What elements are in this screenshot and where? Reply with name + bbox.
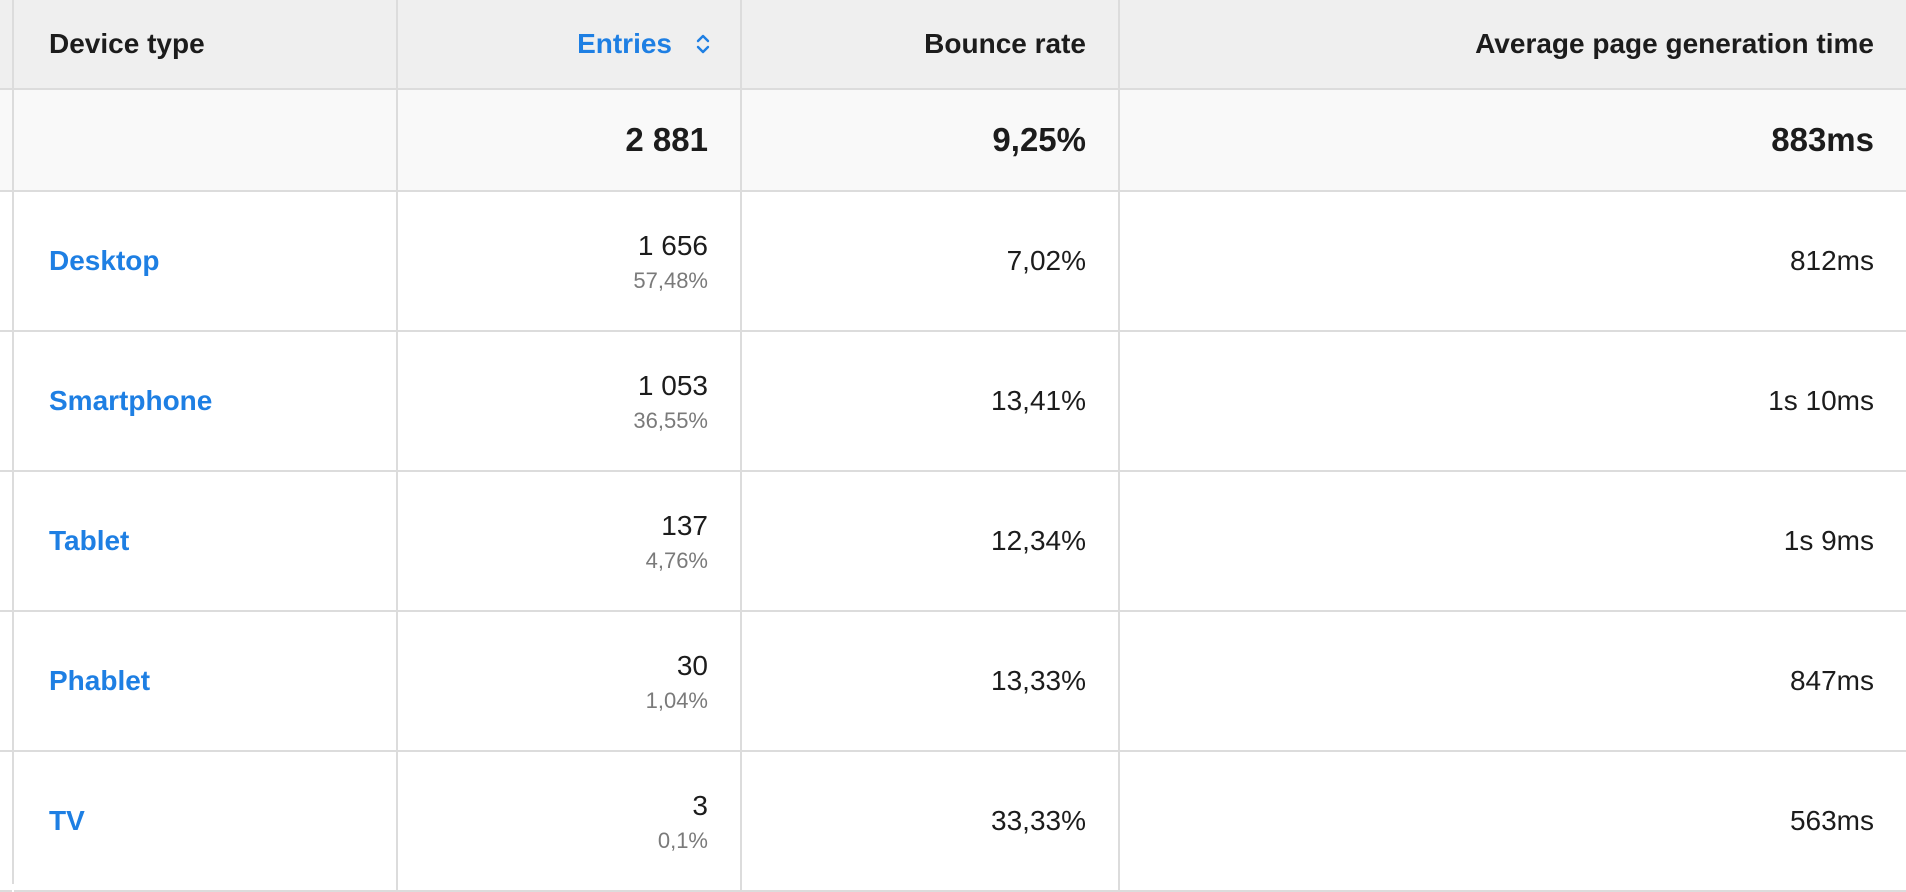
gen-time-cell: 1s 9ms bbox=[1120, 472, 1906, 610]
bounce-rate-cell: 13,33% bbox=[742, 612, 1120, 750]
device-link-desktop[interactable]: Desktop bbox=[49, 245, 160, 276]
bounce-rate-value: 13,33% bbox=[991, 665, 1086, 696]
header-bounce-rate[interactable]: Bounce rate bbox=[742, 0, 1120, 88]
entries-cell: 1 053 36,55% bbox=[398, 332, 742, 470]
bounce-rate-cell: 33,33% bbox=[742, 752, 1120, 890]
device-link-phablet[interactable]: Phablet bbox=[49, 665, 151, 696]
gen-time-cell: 812ms bbox=[1120, 192, 1906, 330]
table-row: Phablet 30 1,04% 13,33% 847ms bbox=[14, 612, 1906, 752]
device-cell: Phablet bbox=[14, 612, 398, 750]
totals-bounce-cell: 9,25% bbox=[742, 90, 1120, 190]
header-avg-gen-time-label: Average page generation time bbox=[1475, 28, 1874, 59]
left-edge-total bbox=[0, 90, 12, 192]
totals-row: 2 881 9,25% 883ms bbox=[14, 90, 1906, 192]
table-header-row: Device type Entries Bounce rate Average … bbox=[14, 0, 1906, 90]
entries-cell: 1 656 57,48% bbox=[398, 192, 742, 330]
bounce-rate-cell: 12,34% bbox=[742, 472, 1120, 610]
entries-percent: 0,1% bbox=[657, 828, 708, 853]
device-cell: Smartphone bbox=[14, 332, 398, 470]
gen-time-cell: 847ms bbox=[1120, 612, 1906, 750]
table-row: Smartphone 1 053 36,55% 13,41% 1s 10ms bbox=[14, 332, 1906, 472]
avg-gen-time-value: 563ms bbox=[1789, 805, 1874, 836]
entries-value: 3 bbox=[692, 790, 708, 821]
table-row: Tablet 137 4,76% 12,34% 1s 9ms bbox=[14, 472, 1906, 612]
left-edge-row bbox=[0, 752, 12, 892]
totals-avg-gen-time: 883ms bbox=[1771, 121, 1874, 158]
entries-percent: 4,76% bbox=[645, 548, 708, 573]
entries-percent: 57,48% bbox=[633, 268, 708, 293]
header-device-type[interactable]: Device type bbox=[14, 0, 398, 88]
avg-gen-time-value: 812ms bbox=[1789, 245, 1874, 276]
sort-updown-icon[interactable] bbox=[694, 30, 712, 58]
entries-value: 30 bbox=[676, 650, 708, 681]
bounce-rate-cell: 7,02% bbox=[742, 192, 1120, 330]
totals-gen-time-cell: 883ms bbox=[1120, 90, 1906, 190]
bounce-rate-value: 7,02% bbox=[1006, 245, 1086, 276]
header-device-type-label: Device type bbox=[49, 28, 205, 59]
totals-bounce-rate: 9,25% bbox=[992, 121, 1086, 158]
table-row: Desktop 1 656 57,48% 7,02% 812ms bbox=[14, 192, 1906, 332]
left-edge-column bbox=[0, 0, 14, 892]
entries-cell: 137 4,76% bbox=[398, 472, 742, 610]
entries-cell: 30 1,04% bbox=[398, 612, 742, 750]
entries-value: 137 bbox=[661, 510, 708, 541]
entries-percent: 36,55% bbox=[633, 408, 708, 433]
left-edge-header bbox=[0, 0, 12, 90]
gen-time-cell: 1s 10ms bbox=[1120, 332, 1906, 470]
avg-gen-time-value: 1s 10ms bbox=[1768, 385, 1874, 416]
totals-device-cell bbox=[14, 90, 398, 190]
device-link-smartphone[interactable]: Smartphone bbox=[49, 385, 213, 416]
left-edge-row bbox=[0, 472, 12, 612]
avg-gen-time-value: 847ms bbox=[1789, 665, 1874, 696]
device-cell: Tablet bbox=[14, 472, 398, 610]
entries-value: 1 656 bbox=[637, 230, 708, 261]
left-edge-row bbox=[0, 612, 12, 752]
entries-value: 1 053 bbox=[637, 370, 708, 401]
device-link-tv[interactable]: TV bbox=[49, 805, 85, 836]
bounce-rate-value: 13,41% bbox=[991, 385, 1086, 416]
header-entries[interactable]: Entries bbox=[398, 0, 742, 88]
device-link-tablet[interactable]: Tablet bbox=[49, 525, 130, 556]
device-type-table: Device type Entries Bounce rate Average … bbox=[14, 0, 1906, 892]
device-cell: TV bbox=[14, 752, 398, 890]
gen-time-cell: 563ms bbox=[1120, 752, 1906, 890]
left-edge-row bbox=[0, 192, 12, 332]
bounce-rate-cell: 13,41% bbox=[742, 332, 1120, 470]
left-edge-row bbox=[0, 332, 12, 472]
entries-percent: 1,04% bbox=[645, 688, 708, 713]
totals-entries-cell: 2 881 bbox=[398, 90, 742, 190]
header-entries-label: Entries bbox=[577, 28, 672, 59]
device-cell: Desktop bbox=[14, 192, 398, 330]
totals-entries: 2 881 bbox=[625, 121, 708, 158]
entries-cell: 3 0,1% bbox=[398, 752, 742, 890]
bounce-rate-value: 33,33% bbox=[991, 805, 1086, 836]
avg-gen-time-value: 1s 9ms bbox=[1783, 525, 1874, 556]
bounce-rate-value: 12,34% bbox=[991, 525, 1086, 556]
header-bounce-rate-label: Bounce rate bbox=[924, 28, 1086, 59]
header-avg-gen-time[interactable]: Average page generation time bbox=[1120, 0, 1906, 88]
table-row: TV 3 0,1% 33,33% 563ms bbox=[14, 752, 1906, 892]
